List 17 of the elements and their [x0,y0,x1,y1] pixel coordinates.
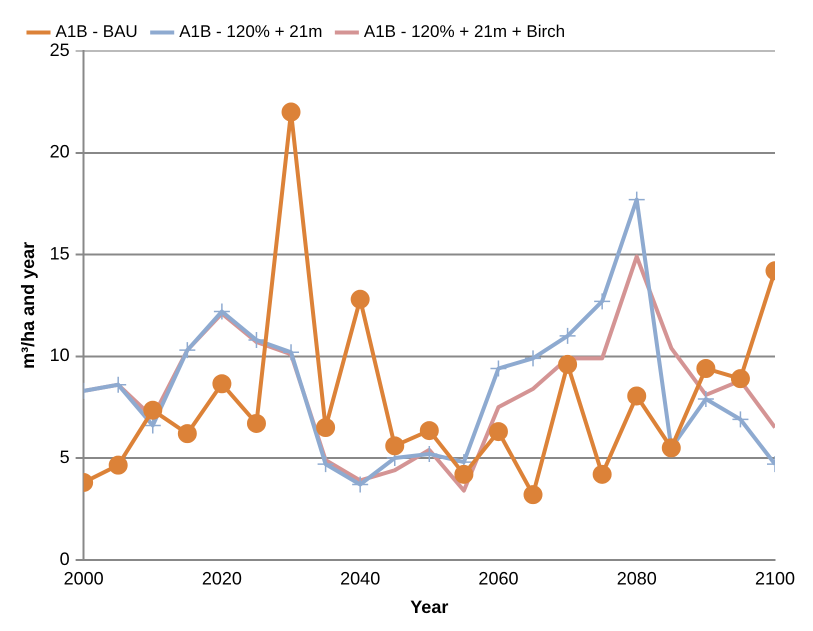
x-tick-label: 2080 [616,568,657,589]
y-tick-label: 0 [60,548,70,569]
y-tick-label: 5 [60,447,70,468]
x-tick-label: 2100 [754,568,796,589]
y-tick-label: 10 [50,345,70,366]
x-tick-label: 2040 [340,568,380,589]
y-tick-label: 25 [50,40,70,60]
y-axis-title: m³/ha and year [18,242,38,369]
y-tick-label: 20 [50,142,70,162]
legend-label: A1B - 120% + 21m [179,22,322,42]
x-axis-title: Year [410,597,448,618]
y-tick-label: 15 [50,243,70,264]
x-tick-label: 2000 [64,568,104,589]
x-tick-label: 2060 [478,568,518,589]
x-tick-label: 2020 [202,568,242,589]
legend-label: A1B - BAU [56,22,138,42]
legend-label: A1B - 120% + 21m + Birch [364,22,566,42]
